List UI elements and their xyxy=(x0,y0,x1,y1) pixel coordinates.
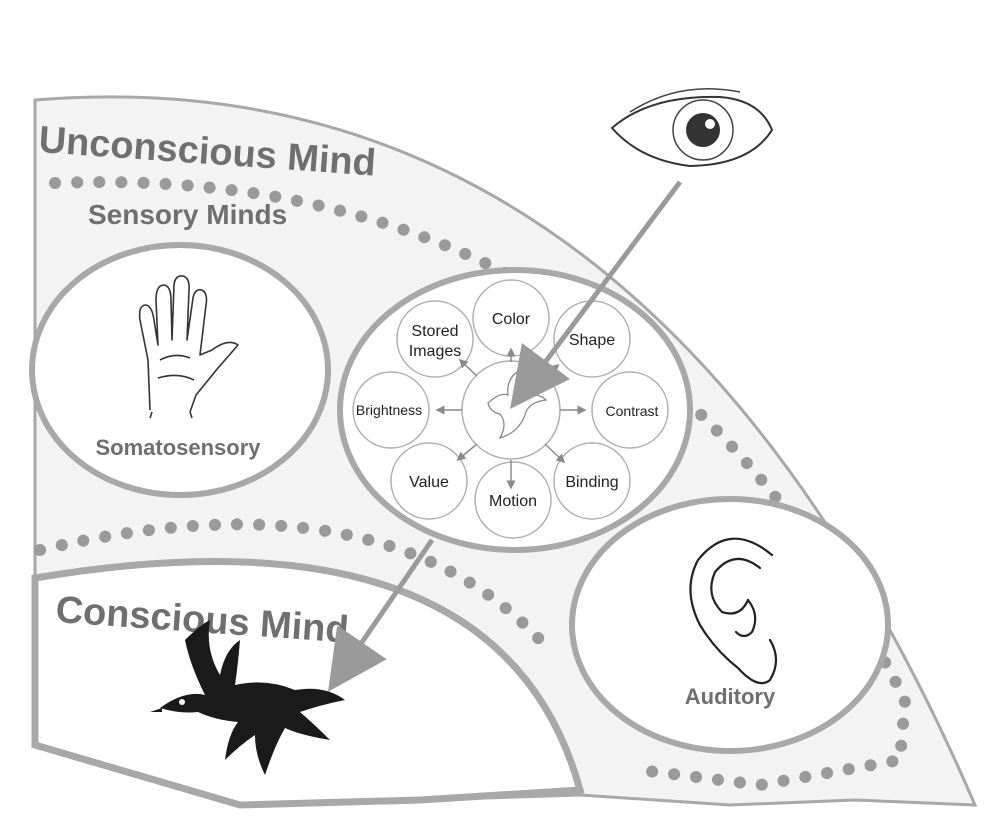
binding-label: Binding xyxy=(565,474,618,491)
stored-label: Stored xyxy=(411,323,458,340)
feature-arrows xyxy=(435,347,587,490)
eye-icon xyxy=(610,87,774,168)
contrast-node xyxy=(591,371,669,449)
stored-images-node xyxy=(396,300,474,378)
auditory-ellipse xyxy=(569,496,891,754)
color-label: Color xyxy=(492,311,531,328)
brightness-label: Brightness xyxy=(356,402,422,418)
brightness-node xyxy=(352,371,430,449)
contrast-label: Contrast xyxy=(606,403,659,419)
value-node xyxy=(390,442,468,520)
hand-icon xyxy=(138,275,239,419)
images-label: Images xyxy=(409,343,461,360)
somatosensory-label: Somatosensory xyxy=(95,435,261,460)
motion-node xyxy=(474,461,552,539)
binding-node xyxy=(553,442,631,520)
sensory-inner-boundary xyxy=(34,518,546,646)
somatosensory-ellipse xyxy=(29,242,331,498)
value-label: Value xyxy=(409,474,449,491)
motion-label: Motion xyxy=(489,493,537,510)
auditory-label: Auditory xyxy=(685,684,776,709)
ear-icon xyxy=(689,537,778,685)
conscious-region xyxy=(31,558,585,809)
sensory-minds-label: Sensory Minds xyxy=(88,199,287,230)
shape-label: Shape xyxy=(569,332,615,349)
visual-to-conscious-arrow xyxy=(328,538,435,692)
bird-icon xyxy=(150,620,345,775)
eye-to-visual-arrow xyxy=(510,180,683,410)
